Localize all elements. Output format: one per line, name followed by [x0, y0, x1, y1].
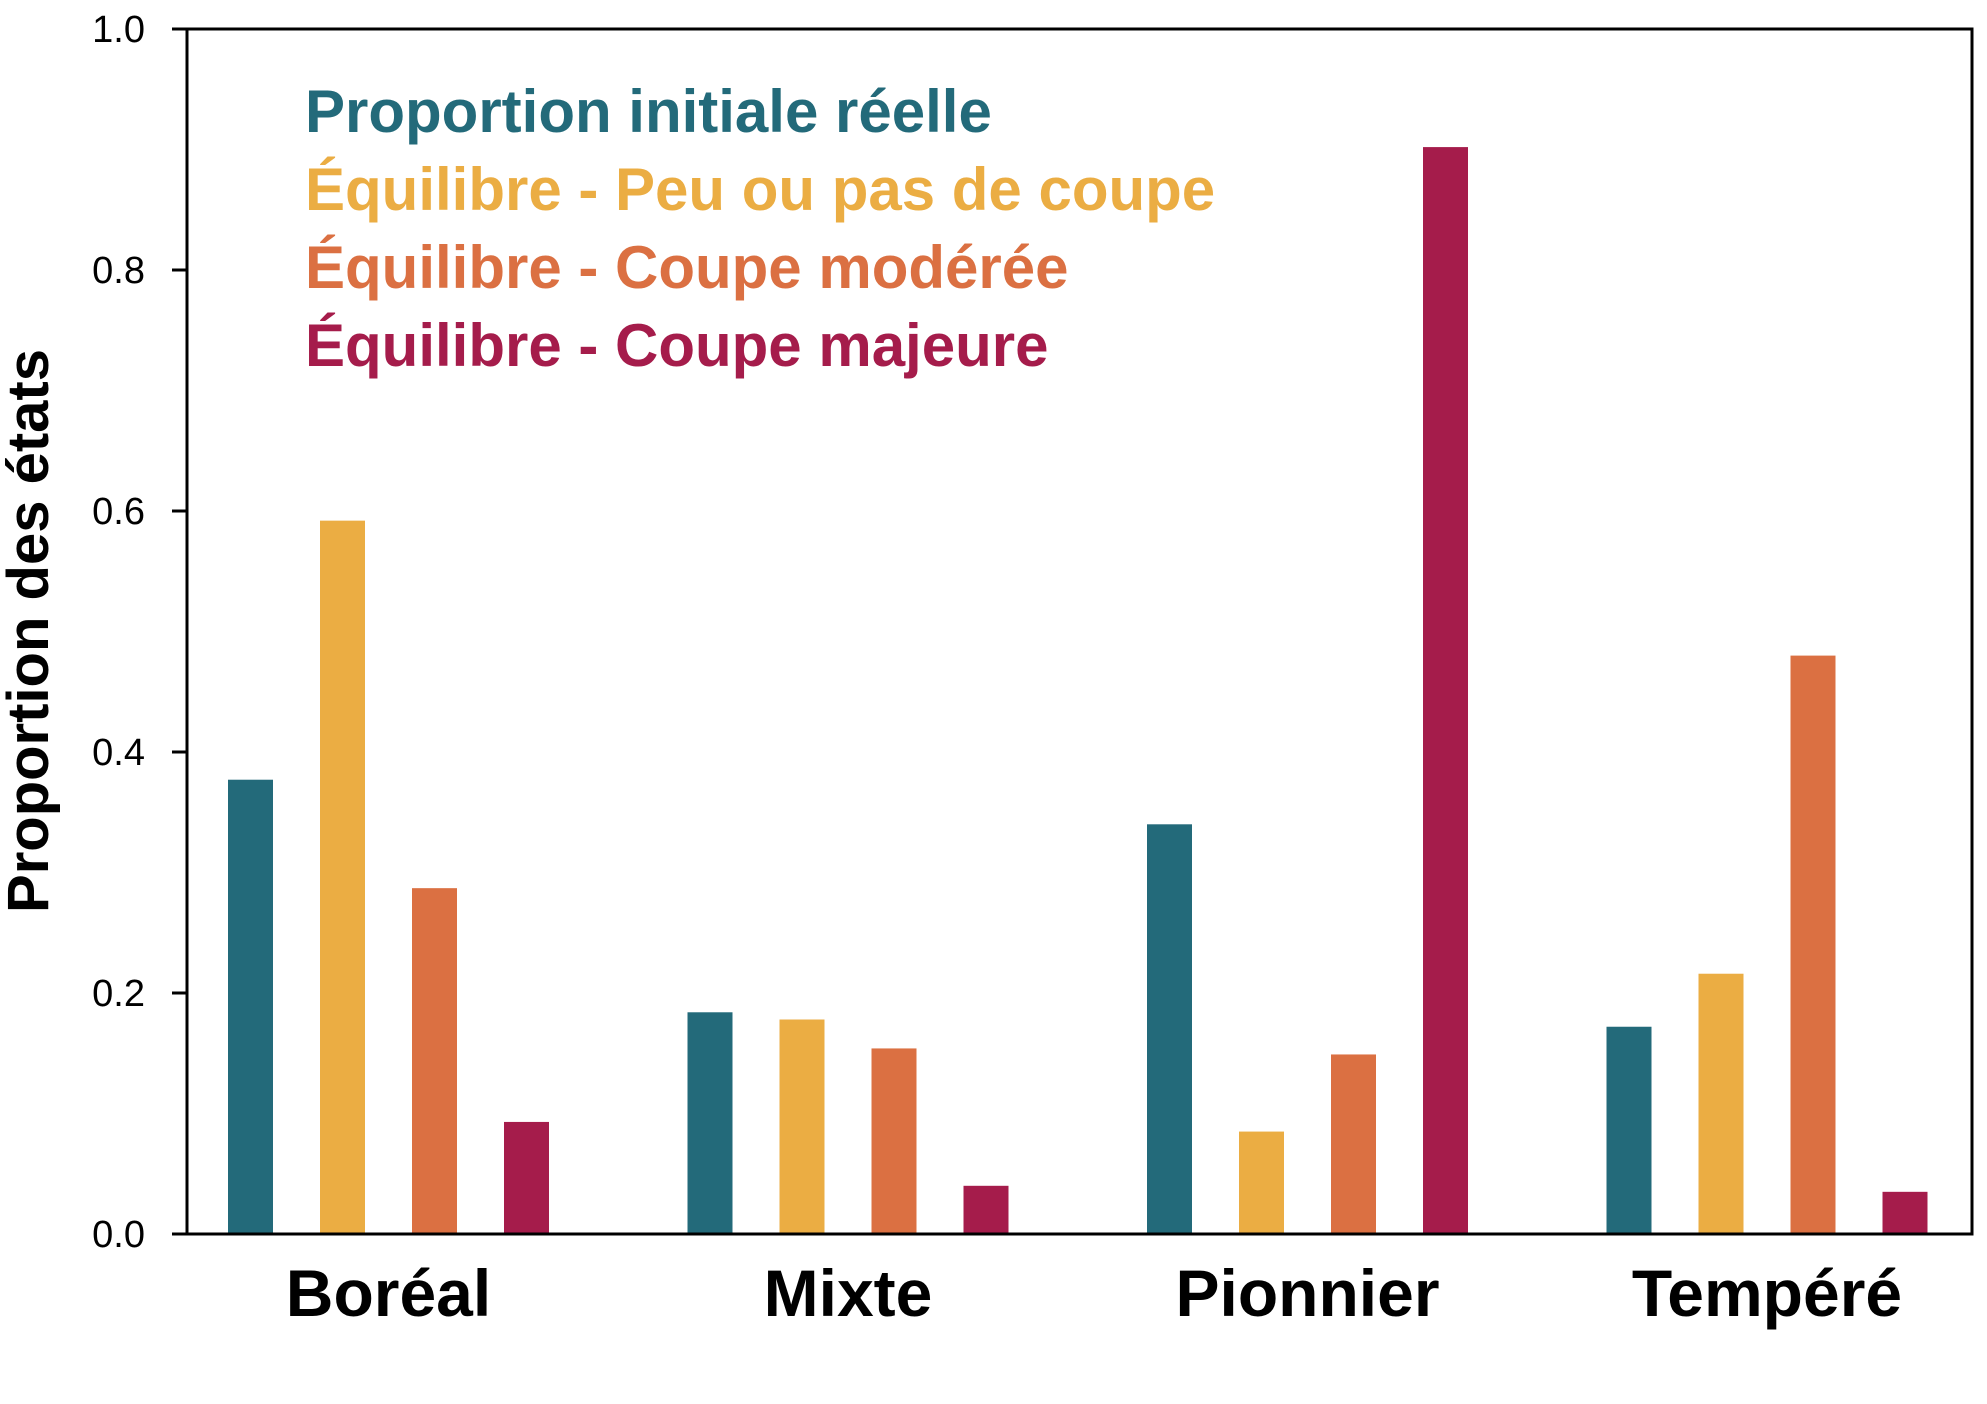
bar	[871, 1048, 917, 1234]
bar	[320, 520, 365, 1234]
bar	[1882, 1191, 1928, 1234]
category-label: Mixte	[764, 1256, 933, 1330]
bar	[1331, 1054, 1376, 1234]
y-tick-label: 0.2	[92, 973, 145, 1015]
category-label: Boréal	[286, 1256, 491, 1330]
y-axis: 0.0 0.2 0.4 0.6 0.8 1.0	[92, 9, 187, 1256]
y-tick-label: 0.0	[92, 1214, 145, 1256]
plot-frame	[185, 27, 1974, 1236]
category-label: Pionnier	[1175, 1256, 1439, 1330]
y-tick-label: 0.6	[92, 491, 145, 533]
bar	[1423, 147, 1468, 1235]
bar	[1790, 655, 1836, 1234]
category-label: Tempéré	[1632, 1256, 1902, 1330]
bar	[1606, 1026, 1652, 1234]
bar	[687, 1012, 733, 1234]
y-tick-label: 1.0	[92, 9, 145, 51]
y-tick-label: 0.8	[92, 250, 145, 292]
bar	[1698, 973, 1744, 1234]
bar	[412, 888, 457, 1234]
bar	[504, 1121, 549, 1234]
y-tick-label: 0.4	[92, 732, 145, 774]
legend-entry: Équilibre - Coupe modérée	[305, 234, 1068, 301]
bar	[1147, 824, 1192, 1234]
x-axis: Boréal Mixte Pionnier Tempéré	[286, 1256, 1902, 1330]
legend: Proportion initiale réelle Équilibre - Pe…	[305, 78, 1215, 379]
legend-entry: Équilibre - Coupe majeure	[305, 312, 1048, 379]
bar	[1239, 1131, 1284, 1234]
legend-entry: Équilibre - Peu ou pas de coupe	[305, 156, 1215, 223]
bars-layer	[228, 147, 1928, 1235]
bar	[228, 779, 273, 1234]
legend-entry: Proportion initiale réelle	[305, 78, 992, 145]
bar	[779, 1019, 825, 1234]
y-axis-label: Proportion des états	[0, 349, 61, 913]
bar	[963, 1185, 1009, 1234]
